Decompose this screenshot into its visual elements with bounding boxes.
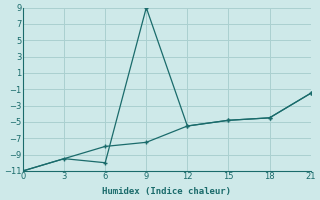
X-axis label: Humidex (Indice chaleur): Humidex (Indice chaleur) (102, 187, 231, 196)
